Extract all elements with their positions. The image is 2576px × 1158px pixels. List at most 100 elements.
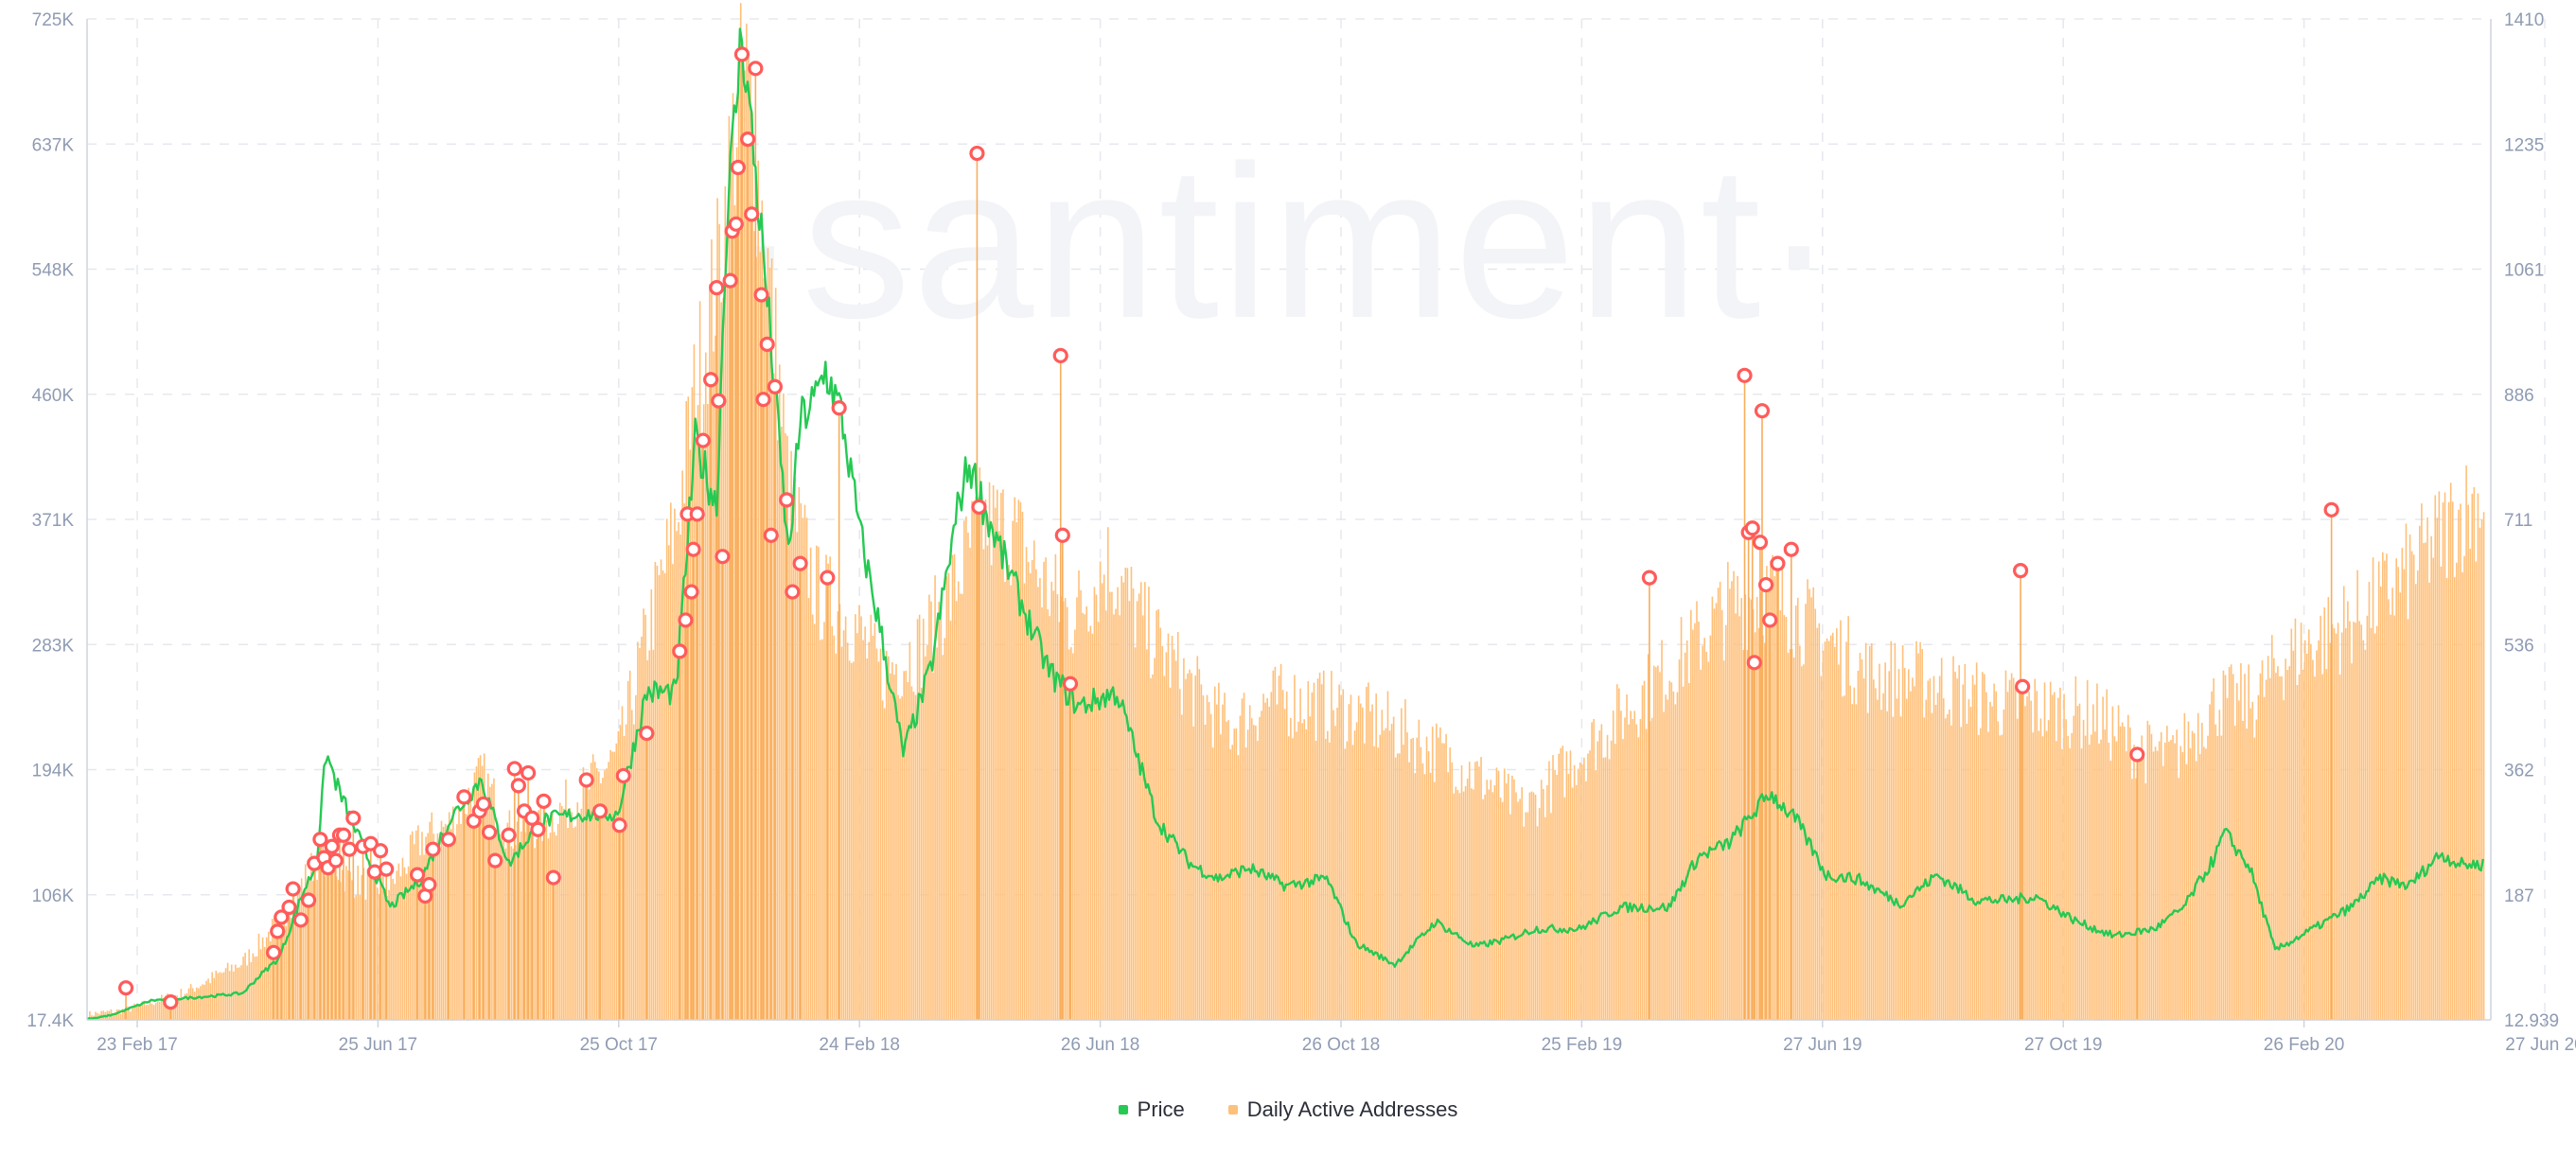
daa-bar [2377, 561, 2380, 1020]
daa-bar [380, 877, 382, 1020]
daa-bar [2166, 726, 2168, 1020]
daa-bar [337, 880, 340, 1020]
daa-bar [1630, 711, 1632, 1020]
daa-bar [862, 640, 864, 1020]
y-right-tick-label: 187 [2504, 886, 2534, 906]
y-left-tick-label: 548K [32, 261, 75, 281]
daa-bar [1650, 717, 1653, 1020]
legend-item-daa[interactable]: Daily Active Addresses [1227, 1097, 1457, 1122]
daa-bar [751, 113, 753, 1021]
daa-bar [2364, 649, 2367, 1020]
daa-bar [501, 836, 503, 1020]
daa-bar [1468, 762, 1471, 1020]
daa-bar [1390, 724, 1393, 1020]
daa-bar [1268, 707, 1271, 1020]
daa-bar [189, 984, 192, 1020]
daa-bar [1536, 826, 1539, 1020]
daa-bar [2176, 729, 2178, 1020]
daa-bar [2071, 732, 2073, 1020]
daa-bar [1696, 601, 1698, 1020]
daa-bar [357, 866, 360, 1020]
daa-bar [2428, 582, 2430, 1020]
daa-bar [1377, 747, 1380, 1020]
daa-bar [2465, 465, 2467, 1020]
daa-bar [996, 489, 998, 1020]
daa-bar [2170, 740, 2172, 1020]
daa-bar [324, 876, 326, 1020]
daa-bar [456, 824, 458, 1020]
anomaly-marker [711, 393, 727, 409]
daa-bar [2259, 673, 2262, 1020]
daa-bar [891, 662, 893, 1020]
anomaly-marker [425, 841, 441, 857]
daa-bar [1884, 662, 1886, 1020]
daa-bar [877, 661, 880, 1020]
daa-bar [613, 751, 616, 1020]
daa-bar [2318, 640, 2320, 1020]
daa-bar [2449, 482, 2452, 1020]
daa-bar [1615, 684, 1618, 1020]
daa-bar [2285, 658, 2286, 1020]
daa-bar [1735, 613, 1737, 1020]
daa-bar [1956, 678, 1958, 1020]
anomaly-marker [615, 767, 631, 784]
daa-bar [963, 520, 965, 1020]
y-right-tick-label: 1410 [2504, 10, 2544, 30]
daa-bar [2477, 493, 2479, 1020]
daa-bar [1947, 714, 1949, 1020]
y-right-tick-label: 1235 [2504, 135, 2544, 155]
daa-bar [922, 618, 925, 1020]
daa-bar [1455, 786, 1457, 1020]
daa-bar [1456, 790, 1459, 1020]
daa-bar [2094, 731, 2096, 1020]
daa-bar [2161, 765, 2164, 1020]
daa-bar [2004, 670, 2007, 1020]
daa-bar [126, 1006, 128, 1020]
daa-bar [1192, 726, 1194, 1020]
daa-bar [1563, 797, 1566, 1020]
daa-bar [1896, 698, 1898, 1020]
daa-bar [1032, 540, 1035, 1020]
daa-bar [2438, 491, 2441, 1020]
daa-bar [538, 810, 539, 1020]
daa-bar [1259, 716, 1261, 1020]
daa-bar [2008, 679, 2011, 1020]
daa-bar [265, 937, 268, 1020]
daa-bar [1334, 726, 1336, 1020]
daa-bar [2340, 632, 2343, 1020]
daa-bar [1344, 748, 1347, 1020]
daa-bar [1287, 736, 1290, 1020]
daa-bar [1641, 685, 1644, 1020]
legend-item-price[interactable]: Price [1118, 1097, 1185, 1122]
anomaly-marker [506, 761, 522, 777]
daa-bar [431, 812, 433, 1020]
daa-bar [1388, 730, 1391, 1020]
daa-bar [1331, 671, 1332, 1020]
daa-bar [1008, 564, 1010, 1020]
daa-bar [1178, 689, 1181, 1020]
anomaly-marker [1744, 520, 1760, 536]
anomaly-marker [379, 861, 395, 877]
daa-bar [1787, 652, 1790, 1020]
daa-bar [720, 302, 722, 1020]
daa-bar [980, 500, 983, 1020]
daa-bar [1684, 652, 1686, 1020]
daa-bar [1431, 727, 1434, 1020]
daa-bar [920, 687, 923, 1020]
anomaly-marker [1783, 541, 1799, 557]
daa-bar [561, 806, 563, 1020]
daa-bar [1624, 717, 1626, 1020]
daa-bar [2434, 495, 2437, 1020]
anomaly-marker [324, 838, 340, 854]
daa-bar [1954, 672, 1956, 1020]
daa-bar [967, 532, 969, 1020]
daa-bar [2092, 704, 2094, 1020]
anomaly-marker [524, 810, 540, 826]
y-left-tick-label: 283K [32, 636, 75, 656]
daa-bar [442, 826, 445, 1020]
x-tick-label: 26 Jun 18 [1061, 1035, 1139, 1055]
daa-bar [386, 895, 388, 1020]
daa-bar [403, 867, 406, 1020]
daa-bar [2073, 715, 2075, 1020]
daa-bar [1668, 680, 1671, 1020]
